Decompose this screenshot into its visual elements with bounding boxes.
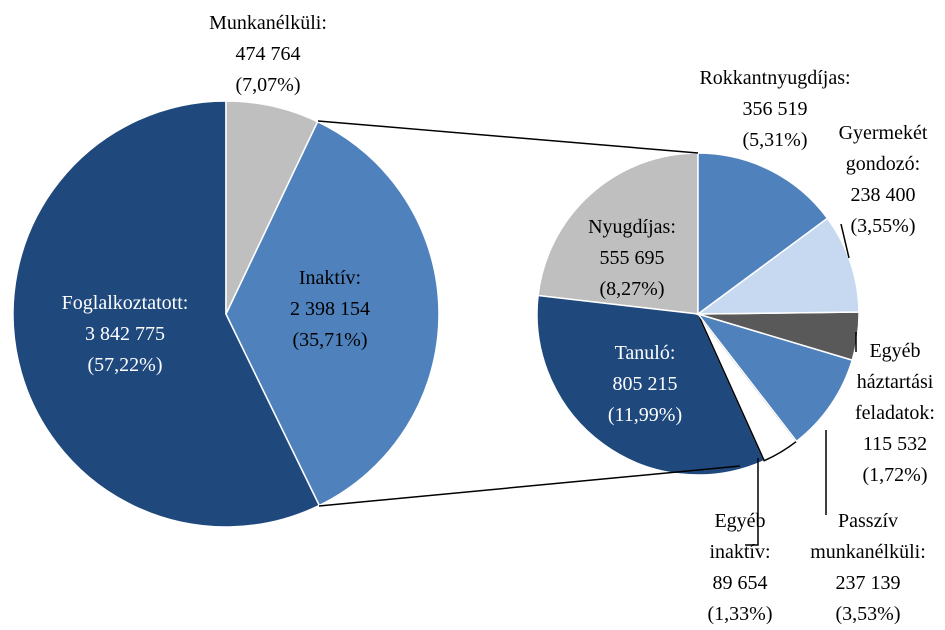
value-label: 474 764 <box>235 43 301 65</box>
share-label: (3,53%) <box>835 603 901 625</box>
share-label: (1,72%) <box>862 464 928 486</box>
pie-slice <box>536 294 766 476</box>
connector <box>317 120 699 154</box>
value-label: 805 215 <box>612 373 678 395</box>
leader-line <box>745 458 759 546</box>
category-name: Inaktív: <box>298 267 362 289</box>
pie-slice <box>695 217 860 315</box>
category-name: Tanuló: <box>614 342 676 364</box>
share-label: (5,31%) <box>742 129 808 151</box>
share-label: (1,33%) <box>707 603 773 625</box>
share-label: (35,71%) <box>292 329 368 351</box>
slice-label: Egyéb háztartási feladatok: 115 532 (1,72%… <box>845 336 945 491</box>
value-label: 3 842 775 <box>85 323 165 345</box>
value-label: 356 519 <box>742 98 808 120</box>
slice-label: Passzív munkanélküli: 237 139 (3,53%) <box>803 506 933 630</box>
value-label: 238 400 <box>850 184 916 206</box>
category-name: Passzív munkanélküli: <box>810 510 926 563</box>
slice-label: Munkanélküli: 474 764 (7,07%) <box>188 8 348 101</box>
share-label: (7,07%) <box>235 74 301 96</box>
value-label: 237 139 <box>835 572 901 594</box>
leader-line <box>840 223 850 259</box>
connector <box>318 465 741 507</box>
category-name: Egyéb háztartási feladatok: <box>855 340 935 424</box>
pie-slice <box>697 152 829 316</box>
slice-label: Inaktív: 2 398 154 (35,71%) <box>250 263 410 356</box>
slice-label: Tanuló: 805 215 (11,99%) <box>580 338 710 431</box>
pie-slice <box>695 312 854 443</box>
pie-slice <box>225 120 440 507</box>
share-label: (57,22%) <box>87 354 163 376</box>
category-name: Rokkantnyugdíjas: <box>699 67 851 89</box>
slice-label: Gyermekét gondozó: 238 400 (3,55%) <box>828 118 938 242</box>
value-label: 555 695 <box>599 247 665 269</box>
pie-slice <box>12 100 321 528</box>
pie-slice <box>537 152 699 315</box>
value-label: 2 398 154 <box>290 298 370 320</box>
slice-label: Nyugdíjas: 555 695 (8,27%) <box>567 212 697 305</box>
category-name: Gyermekét gondozó: <box>838 122 928 175</box>
value-label: 89 654 <box>712 572 768 594</box>
category-name: Egyéb inaktív: <box>709 510 771 563</box>
share-label: (8,27%) <box>599 278 665 300</box>
pie-slice <box>225 100 319 315</box>
value-label: 115 532 <box>862 433 928 455</box>
slice-label: Egyéb inaktív: 89 654 (1,33%) <box>695 506 785 630</box>
share-label: (3,55%) <box>850 215 916 237</box>
category-name: Nyugdíjas: <box>588 216 676 238</box>
share-label: (11,99%) <box>607 404 683 426</box>
category-name: Foglalkoztatott: <box>61 292 189 314</box>
slice-label: Foglalkoztatott: 3 842 775 (57,22%) <box>15 288 235 381</box>
slice-label: Rokkantnyugdíjas: 356 519 (5,31%) <box>675 63 875 156</box>
category-name: Munkanélküli: <box>209 12 327 34</box>
